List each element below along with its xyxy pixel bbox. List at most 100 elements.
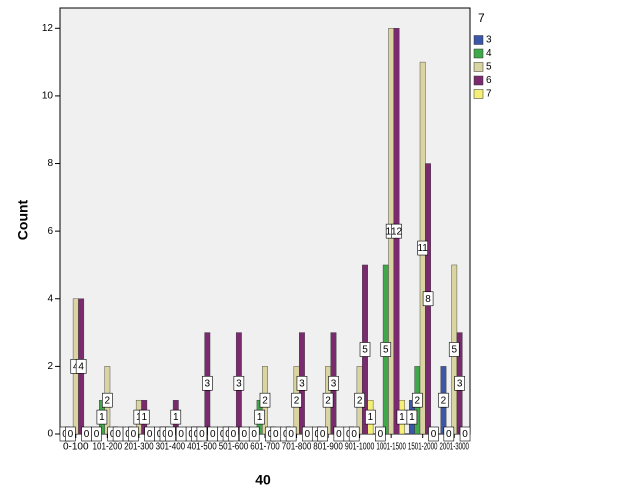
- value-label-box: [317, 426, 328, 442]
- value-label-box: [391, 223, 402, 239]
- y-tick-label: 4: [47, 293, 53, 304]
- value-label: 3: [299, 378, 305, 389]
- value-label: 0: [231, 429, 237, 440]
- value-label-box: [170, 409, 182, 425]
- value-label-box: [348, 426, 360, 442]
- value-label-box: [380, 342, 392, 357]
- legend-label: 6: [486, 75, 492, 86]
- value-label: 0: [241, 429, 247, 440]
- y-axis-title: Count: [15, 199, 31, 240]
- legend-title: 7: [478, 11, 485, 25]
- x-tick-label: 201-300: [124, 442, 154, 453]
- value-label: 5: [362, 345, 368, 356]
- value-label: 0: [351, 429, 357, 440]
- value-label: 0: [273, 429, 279, 440]
- legend-label: 7: [486, 89, 492, 100]
- value-label: 1: [368, 412, 374, 423]
- value-label: 0: [210, 429, 216, 440]
- value-label-box: [228, 426, 239, 442]
- value-label: 2: [441, 395, 447, 406]
- x-tick-label: 0-100: [63, 442, 89, 453]
- value-label-box: [438, 392, 449, 408]
- value-label-box: [417, 240, 428, 256]
- x-tick-label: 1001-1500: [376, 442, 406, 453]
- value-label-box: [406, 409, 418, 425]
- y-tick-label: 0: [47, 429, 53, 440]
- value-label-box: [248, 426, 260, 442]
- y-tick-label: 6: [47, 226, 53, 237]
- value-label-box: [138, 409, 150, 425]
- value-label: 2: [357, 395, 363, 406]
- value-label-box: [428, 426, 439, 442]
- value-label: 0: [378, 429, 384, 440]
- value-label-box: [411, 392, 423, 408]
- value-label-box: [454, 375, 465, 391]
- x-axis-title: 40: [255, 472, 271, 488]
- value-label-box: [354, 392, 365, 408]
- value-label: 5: [451, 345, 457, 356]
- value-label: 0: [336, 429, 342, 440]
- legend-swatch: [473, 89, 484, 99]
- value-label-box: [65, 426, 76, 442]
- value-label: 3: [331, 378, 337, 389]
- value-label: 0: [251, 429, 257, 440]
- value-label: 5: [383, 345, 389, 356]
- value-label: 0: [147, 429, 153, 440]
- value-label-box: [422, 291, 434, 307]
- value-label-box: [259, 392, 271, 408]
- value-label: 0: [68, 429, 74, 440]
- value-label-box: [165, 426, 176, 442]
- x-tick-label: 601-700: [250, 442, 280, 453]
- value-label: 1: [257, 412, 263, 423]
- value-label: 2: [294, 395, 300, 406]
- y-tick-label: 10: [42, 91, 54, 102]
- value-label: 0: [115, 429, 121, 440]
- value-label: 0: [431, 429, 437, 440]
- value-label: 1: [141, 412, 147, 423]
- value-label-box: [75, 359, 87, 374]
- value-label-box: [96, 409, 108, 425]
- value-label-box: [296, 375, 308, 391]
- value-label: 3: [236, 378, 242, 389]
- value-label-box: [443, 426, 455, 442]
- value-label-box: [202, 375, 213, 391]
- value-label: 4: [78, 362, 84, 373]
- value-label: 1: [399, 412, 405, 423]
- x-tick-label: 501-600: [219, 442, 249, 453]
- value-label: 0: [288, 429, 294, 440]
- value-label: 0: [168, 429, 174, 440]
- value-label: 1: [409, 412, 415, 423]
- y-tick-label: 12: [42, 23, 54, 34]
- legend-label: 5: [486, 62, 492, 73]
- x-tick-label: 301-400: [156, 442, 186, 453]
- value-label-box: [322, 392, 334, 408]
- x-tick-label: 801-900: [313, 442, 343, 453]
- value-label-box: [375, 426, 386, 442]
- value-label-box: [291, 392, 302, 408]
- legend-swatch: [473, 62, 484, 72]
- value-label: 0: [94, 429, 100, 440]
- plot-area: [59, 7, 471, 435]
- x-tick-label: 401-500: [187, 442, 217, 453]
- value-label-box: [328, 375, 339, 391]
- value-label-box: [91, 426, 102, 442]
- x-tick-label: 101-200: [93, 442, 123, 453]
- value-label-box: [196, 426, 208, 442]
- value-label: 3: [457, 378, 463, 389]
- legend-swatch: [473, 75, 484, 86]
- value-label-box: [233, 375, 245, 391]
- x-tick-label: 701-800: [282, 442, 312, 453]
- value-label: 0: [178, 429, 184, 440]
- value-label: 0: [305, 429, 311, 440]
- x-tick-label: 1501-2000: [408, 442, 438, 453]
- value-label-box: [128, 426, 139, 442]
- value-label-box: [448, 342, 460, 357]
- value-label: 0: [131, 429, 137, 440]
- legend-swatch: [473, 35, 484, 45]
- value-label: 0: [199, 429, 205, 440]
- value-label: 0: [446, 429, 452, 440]
- value-label-box: [359, 342, 371, 357]
- value-label: 11: [417, 243, 428, 254]
- value-label: 12: [391, 226, 403, 237]
